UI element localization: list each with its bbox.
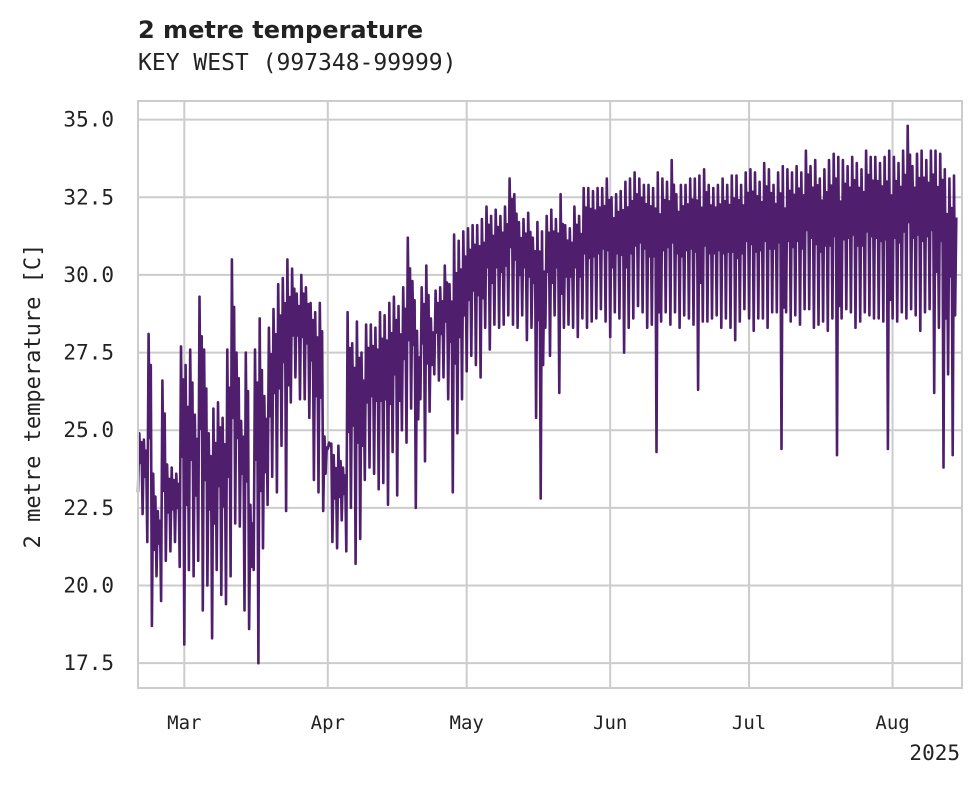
chart-subtitle: KEY WEST (997348-99999) [138, 50, 457, 76]
x-tick-label-3: Jun [593, 712, 627, 734]
y-axis-ticks: 17.5 20.0 22.5 25.0 27.5 30.0 32.5 35.0 [63, 108, 114, 676]
x-tick-label-1: Apr [311, 712, 345, 734]
y-tick-label-5: 30.0 [63, 263, 114, 287]
x-tick-label-2: May [450, 712, 484, 734]
y-tick-label-0: 17.5 [63, 651, 114, 675]
x-tick-label-0: Mar [167, 712, 201, 734]
temperature-series-line-0 [136, 124, 958, 665]
x-tick-label-4: Jul [732, 712, 766, 734]
y-tick-label-1: 20.0 [63, 574, 114, 598]
y-tick-label-7: 35.0 [63, 108, 114, 132]
x-axis-year-label: 2025 [909, 741, 960, 765]
y-tick-label-6: 32.5 [63, 185, 114, 209]
chart-title: 2 metre temperature [138, 16, 424, 44]
y-tick-label-2: 22.5 [63, 496, 114, 520]
y-axis-label: 2 metre temperature [C] [21, 244, 46, 549]
y-tick-label-4: 27.5 [63, 341, 114, 365]
plot-frame [137, 100, 963, 689]
x-tick-label-5: Aug [875, 712, 909, 734]
x-axis-ticks: Mar Apr May Jun Jul Aug [167, 712, 910, 734]
series-layer [136, 124, 958, 665]
y-tick-label-3: 25.0 [63, 418, 114, 442]
